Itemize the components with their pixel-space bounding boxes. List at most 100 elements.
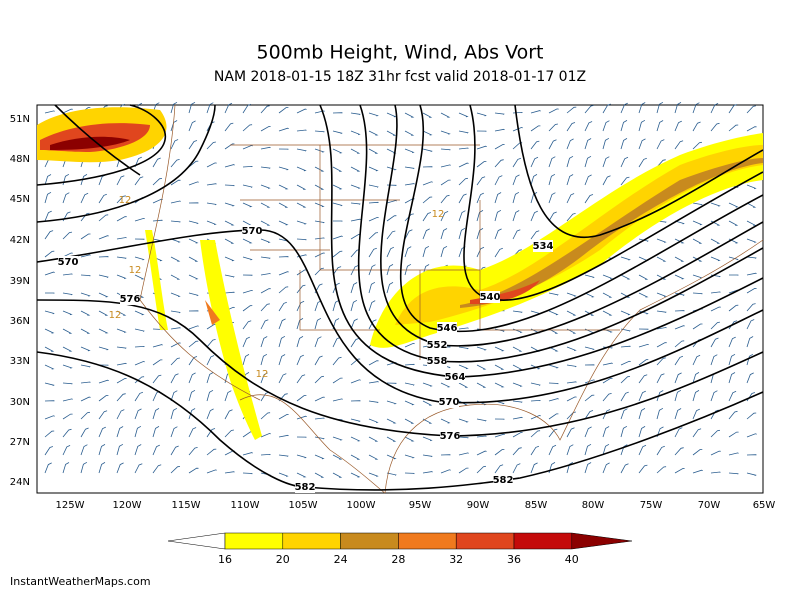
wind-barb bbox=[476, 192, 484, 204]
wind-barb bbox=[566, 138, 574, 150]
contour-label: 12 bbox=[129, 265, 142, 276]
wind-barb bbox=[206, 339, 216, 348]
lon-label: 65W bbox=[753, 500, 776, 511]
wind-barb bbox=[260, 453, 271, 456]
wind-barb bbox=[692, 372, 700, 384]
wind-barb bbox=[746, 454, 757, 456]
wind-barb bbox=[296, 129, 307, 132]
wind-barb bbox=[422, 196, 433, 204]
wind-barb bbox=[584, 292, 595, 298]
wind-barb bbox=[548, 211, 557, 222]
lat-label: 30N bbox=[10, 397, 30, 408]
wind-barb bbox=[350, 418, 361, 423]
wind-barb bbox=[404, 246, 412, 258]
wind-barb bbox=[296, 148, 307, 152]
wind-barb bbox=[62, 252, 73, 258]
wind-barb bbox=[98, 410, 108, 420]
wind-barb bbox=[620, 256, 631, 261]
wind-barb bbox=[188, 220, 199, 225]
wind-barb bbox=[134, 176, 144, 186]
lon-label: 70W bbox=[698, 500, 721, 511]
wind-barb bbox=[620, 102, 628, 114]
wind-barb bbox=[548, 108, 559, 114]
wind-barb bbox=[440, 194, 450, 204]
contour-label: 558 bbox=[427, 356, 448, 367]
wind-barb bbox=[386, 282, 394, 294]
wind-barb bbox=[602, 292, 613, 298]
wind-barb bbox=[62, 413, 73, 420]
wind-barb bbox=[728, 353, 736, 366]
wind-barb bbox=[494, 112, 505, 115]
wind-barb bbox=[422, 130, 433, 136]
colorbar-tick: 36 bbox=[507, 553, 521, 566]
wind-barb bbox=[206, 408, 214, 420]
wind-barb bbox=[692, 408, 700, 420]
wind-barb bbox=[494, 449, 505, 456]
wind-barb bbox=[404, 400, 415, 406]
wind-barb bbox=[512, 127, 523, 132]
wind-barb bbox=[260, 433, 271, 438]
colorbar-segment bbox=[455, 532, 515, 550]
wind-barb bbox=[350, 379, 361, 384]
wind-barb bbox=[476, 130, 487, 132]
wind-barb bbox=[584, 194, 594, 204]
wind-barb bbox=[458, 452, 469, 456]
wind-barb bbox=[333, 220, 343, 222]
wind-barb bbox=[548, 292, 559, 296]
wind-barb bbox=[296, 436, 307, 438]
wind-barb bbox=[494, 346, 505, 352]
wind-barb bbox=[116, 462, 124, 474]
lon-label: 95W bbox=[409, 500, 432, 511]
wind-barb bbox=[224, 429, 234, 438]
colorbar-tick: 32 bbox=[449, 553, 463, 566]
wind-barb bbox=[620, 408, 628, 420]
wind-barb bbox=[260, 288, 271, 294]
wind-barb bbox=[80, 396, 91, 402]
wind-barb bbox=[224, 184, 235, 187]
wind-barb bbox=[602, 377, 613, 384]
wind-barb bbox=[278, 434, 289, 438]
wind-barb bbox=[746, 336, 754, 348]
wind-barb bbox=[422, 418, 433, 424]
wind-barb bbox=[332, 398, 343, 402]
wind-barb bbox=[368, 418, 379, 424]
wind-barb bbox=[656, 120, 664, 132]
wind-barb bbox=[404, 213, 414, 222]
wind-barb bbox=[512, 310, 523, 314]
wind-barb bbox=[602, 137, 610, 150]
wind-barb bbox=[332, 266, 342, 276]
wind-barb bbox=[278, 301, 287, 312]
wind-barb bbox=[692, 469, 703, 474]
wind-barb bbox=[386, 112, 397, 118]
wind-barb bbox=[80, 427, 89, 438]
wind-barb bbox=[188, 427, 197, 438]
wind-barb bbox=[458, 418, 469, 423]
wind-barb bbox=[62, 292, 73, 296]
wind-barb bbox=[332, 436, 343, 441]
wind-barb bbox=[584, 310, 595, 316]
wind-barb bbox=[494, 382, 505, 388]
wind-barb bbox=[638, 328, 649, 330]
wind-barb bbox=[656, 373, 665, 384]
wind-barb bbox=[152, 464, 162, 474]
wind-barb bbox=[674, 140, 684, 150]
wind-barb bbox=[134, 256, 145, 261]
wind-barb bbox=[458, 130, 469, 134]
wind-barb bbox=[458, 177, 468, 186]
wind-barb bbox=[98, 256, 109, 258]
contour-label-bg bbox=[58, 256, 78, 268]
wind-barb bbox=[548, 310, 559, 316]
wind-barb bbox=[278, 127, 289, 132]
wind-barb bbox=[296, 300, 305, 312]
wind-barb bbox=[728, 390, 737, 402]
wind-barb bbox=[350, 400, 361, 402]
wind-barb bbox=[278, 148, 289, 150]
lat-label: 45N bbox=[10, 194, 30, 205]
wind-barb bbox=[134, 361, 145, 366]
wind-barb bbox=[584, 364, 595, 366]
title: 500mb Height, Wind, Abs Vort bbox=[257, 42, 544, 64]
wind-barb bbox=[422, 181, 433, 186]
wind-barb bbox=[44, 415, 55, 420]
wind-barb bbox=[476, 176, 486, 186]
wind-barb bbox=[422, 382, 433, 387]
